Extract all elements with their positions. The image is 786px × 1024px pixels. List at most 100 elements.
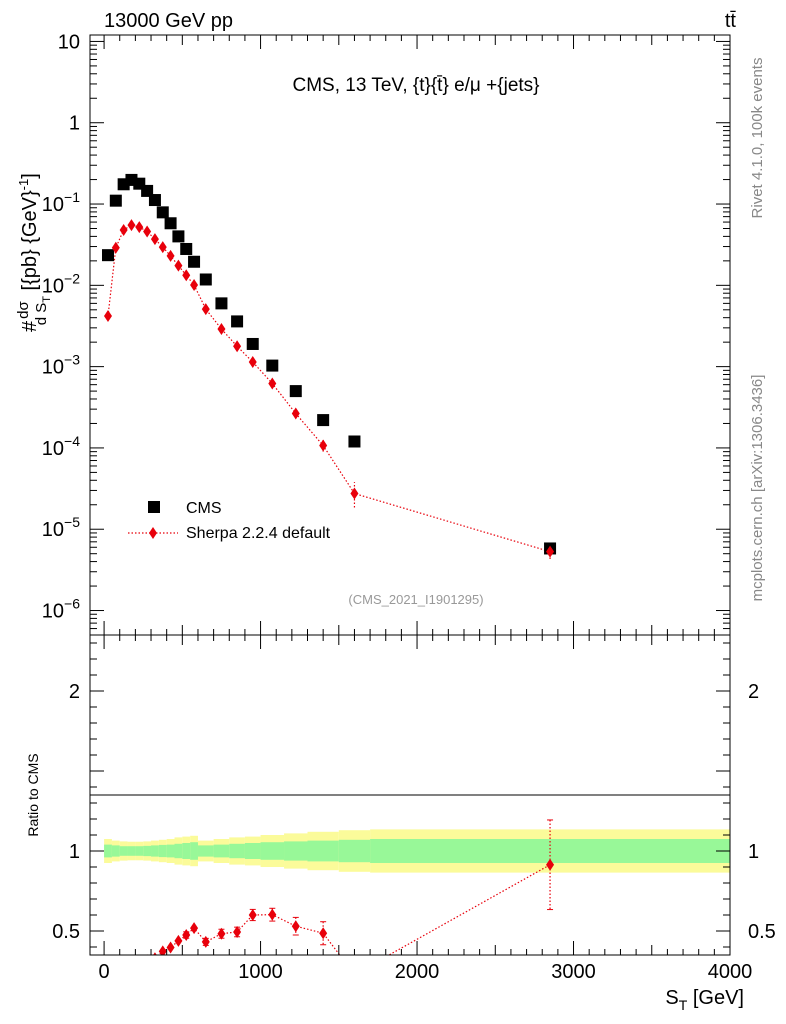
y-tick-label: 10−1: [42, 189, 80, 216]
legend-mc-label: Sherpa 2.2.4 default: [186, 525, 331, 542]
ratio-band-inner: [104, 844, 112, 858]
x-axis-label-sub: T: [679, 997, 688, 1013]
ylabel-units: [{pb} {GeV}: [19, 190, 41, 296]
ratio-band-inner: [260, 842, 285, 860]
cms-data-point: [246, 337, 259, 350]
mc-data-point: [248, 356, 257, 369]
y-tick-exponent: −3: [64, 352, 80, 368]
ratio-axis-ticks: 0.5 0.5 1 1 2 2 0 1000 2000 3000 4000: [52, 635, 776, 983]
plot-title: CMS, 13 TeV, {t}{t̄} e/μ +{jets}: [292, 75, 539, 96]
ylabel-frac-num: dσ: [15, 301, 32, 319]
cms-data-point: [215, 297, 228, 310]
ratio-y-tick-label-right: 1: [748, 841, 759, 863]
y-tick-exponent: −2: [64, 270, 80, 286]
mc-data-point: [546, 545, 555, 558]
ylabel-units-end: ]: [19, 173, 41, 179]
ratio-data-point: [546, 858, 555, 871]
y-tick-exponent: −4: [64, 433, 80, 449]
x-tick-label: 3000: [551, 961, 596, 983]
y-tick-mantissa: 10: [42, 519, 64, 541]
y-tick-mantissa: 10: [42, 438, 64, 460]
y-tick-mantissa: 1: [69, 113, 80, 135]
mc-data-point: [217, 323, 226, 336]
y-tick-mantissa: 10: [42, 194, 64, 216]
legend: CMS Sherpa 2.2.4 default: [128, 500, 331, 542]
cms-data-point: [148, 194, 161, 207]
cms-data-point: [172, 230, 185, 243]
cms-data-point: [266, 359, 279, 372]
ylabel-frac-den-sub: T: [41, 296, 53, 303]
x-axis-label-units: [GeV]: [687, 987, 744, 1009]
cms-data-point: [317, 414, 330, 427]
y-tick-label: 10−4: [42, 433, 80, 460]
ratio-band-inner: [197, 845, 214, 857]
ratio-band-inner: [111, 845, 120, 857]
mc-data-point: [135, 221, 144, 234]
ylabel-units-sup: -1: [16, 179, 31, 191]
ylabel-text: #dσd ST [{pb} {GeV}-1]: [15, 173, 53, 332]
ratio-series-group: [146, 819, 555, 955]
y-tick-label: 10−2: [42, 270, 80, 297]
ratio-data-point: [158, 945, 167, 955]
ratio-band-inner: [174, 843, 183, 859]
cms-data-point: [188, 255, 201, 268]
ratio-data-point: [166, 941, 175, 954]
mc-data-point: [174, 259, 183, 272]
ratio-band-inner: [338, 839, 371, 863]
x-tick-label: 2000: [395, 961, 440, 983]
ratio-y-tick-label-left: 1: [69, 841, 80, 863]
ratio-y-tick-label-left: 0.5: [52, 921, 80, 943]
rivet-label: Rivet 4.1.0, 100k events: [749, 58, 766, 219]
mc-data-point: [182, 269, 191, 282]
ratio-y-tick-label-right: 2: [748, 681, 759, 703]
ratio-data-point: [248, 909, 257, 921]
ratio-band-inner: [127, 846, 136, 856]
ratio-data-point: [319, 927, 328, 940]
cms-data-point: [164, 217, 177, 230]
cms-data-point: [101, 249, 114, 262]
energy-label: 13000 GeV pp: [104, 10, 233, 32]
x-tick-label: 4000: [708, 961, 753, 983]
ratio-panel: 0.5 0.5 1 1 2 2 0 1000 2000 3000 4000 Ratio to CMS…: [25, 634, 776, 1013]
mc-data-point: [150, 233, 159, 246]
y-tick-label: 1: [69, 113, 80, 135]
ratio-data-point: [201, 935, 210, 948]
ratio-data-point: [182, 929, 191, 941]
x-axis-label: ST [GeV]: [665, 987, 744, 1013]
mc-data-point: [268, 377, 277, 390]
cms-data-point: [156, 206, 169, 219]
ylabel-frac-den: d S: [33, 303, 50, 326]
ratio-band-inner: [119, 846, 128, 856]
process-label: tt̄: [725, 10, 737, 32]
legend-cms-marker: [148, 501, 160, 513]
mc-data-point: [350, 487, 359, 500]
mc-data-point: [201, 303, 210, 316]
y-tick-exponent: −6: [64, 596, 80, 612]
main-ylabel: #dσd ST [{pb} {GeV}-1]: [15, 173, 53, 332]
ratio-data-point: [190, 922, 199, 935]
ratio-band-inner: [135, 846, 144, 856]
mc-data-point: [111, 241, 120, 254]
ratio-markers: [146, 819, 555, 955]
legend-mc-marker: [149, 527, 157, 539]
ratio-y-tick-label-left: 2: [69, 681, 80, 703]
y-tick-exponent: −5: [64, 514, 80, 530]
mc-data-point: [158, 241, 167, 254]
ratio-band-inner: [166, 844, 175, 858]
y-tick-exponent: −1: [64, 189, 80, 205]
mc-data-point: [143, 225, 152, 238]
ylabel-prefix: #: [19, 320, 41, 332]
ratio-band-inner: [190, 842, 198, 860]
ratio-data-point: [233, 925, 242, 938]
y-tick-mantissa: 10: [42, 275, 64, 297]
mc-data-point: [127, 219, 136, 232]
ratio-data-point: [291, 920, 300, 933]
ratio-ylabel: Ratio to CMS: [25, 753, 41, 836]
ratio-band-inner: [182, 843, 191, 859]
y-tick-mantissa: 10: [42, 601, 64, 623]
ratio-uncertainty-bands: [104, 829, 730, 873]
ratio-frame: [89, 634, 731, 956]
y-tick-mantissa: 10: [42, 357, 64, 379]
